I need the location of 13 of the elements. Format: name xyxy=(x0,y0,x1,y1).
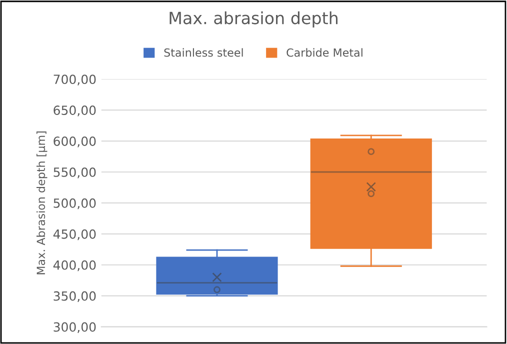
y-tick-label: 600,00 xyxy=(54,136,96,148)
y-tick-label: 400,00 xyxy=(53,260,96,272)
legend-label: Carbide Metal xyxy=(286,48,362,57)
y-tick-label: 350,00 xyxy=(54,291,96,302)
y-axis-title: Max. Abrasion depth [µm] xyxy=(36,132,48,274)
y-tick-label: 550,00 xyxy=(54,167,96,178)
y-tick-label: 650,00 xyxy=(54,106,96,116)
legend-label: Stainless steel xyxy=(164,48,243,57)
y-tick-label: 300,00 xyxy=(54,322,96,333)
y-tick-label: 700,00 xyxy=(54,74,96,86)
y-tick-label: 450,00 xyxy=(53,229,96,240)
y-tick-label: 500,00 xyxy=(54,198,96,210)
chart-title: Max. abrasion depth xyxy=(170,11,338,28)
